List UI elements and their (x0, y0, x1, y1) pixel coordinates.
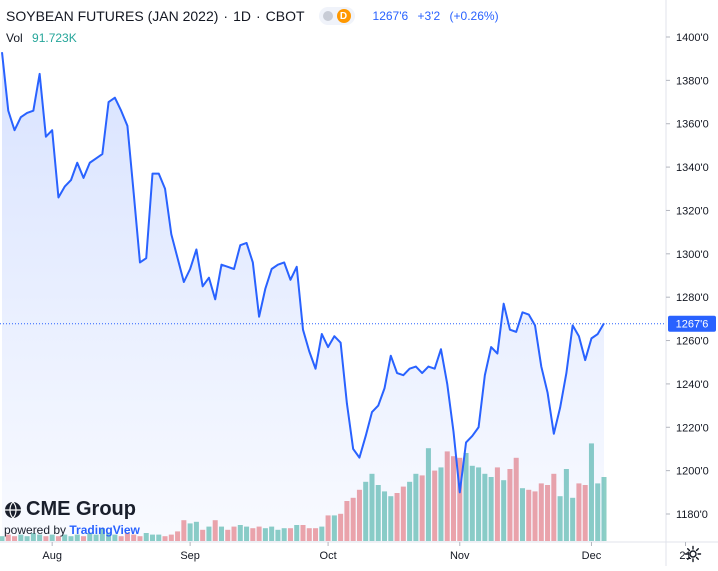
price-tick-label: 1360'0 (676, 119, 709, 131)
powered-by: powered by TradingView (4, 523, 140, 537)
price-area (2, 52, 604, 543)
volume-legend: Vol 91.723K (6, 31, 77, 45)
price-tick-label: 1280'0 (676, 292, 709, 304)
powered-by-text: powered by (4, 523, 67, 537)
price-tick-label: 1380'0 (676, 75, 709, 87)
price-line (1, 52, 605, 494)
time-tick-label: Nov (450, 550, 470, 562)
quote-values: 1267'6 +3'2 (+0.26%) (373, 9, 505, 23)
status-dot-icon (322, 11, 333, 21)
cme-logo[interactable]: CME Group powered by TradingView (4, 498, 140, 537)
price-tick-label: 1320'0 (676, 205, 709, 217)
interval-label[interactable]: 1D (233, 8, 251, 24)
price-tick-label: 1340'0 (676, 162, 709, 174)
time-tick-label: Sep (180, 550, 200, 562)
price-tick-label: 1240'0 (676, 379, 709, 391)
time-tick-label: Oct (320, 550, 337, 562)
symbol-title[interactable]: SOYBEAN FUTURES (JAN 2022) (6, 8, 219, 24)
price-axis[interactable]: 1400'0 1380'0 1360'0 1340'0 1320'0 1300'0 1280… (666, 32, 709, 521)
price-tick-label: 1260'0 (676, 336, 709, 348)
last-price: 1267'6 (372, 9, 409, 23)
last-price-badge: 1267'6 (668, 315, 716, 332)
price-tick-label: 1300'0 (676, 249, 709, 261)
price-tick-label: 1180'0 (676, 509, 708, 521)
price-change-percent: (+0.26%) (449, 9, 499, 23)
volume-label[interactable]: Vol (6, 31, 23, 45)
cme-brand: CME Group (4, 498, 140, 521)
gear-icon[interactable] (684, 545, 702, 563)
price-tick-label: 1400'0 (676, 32, 709, 44)
price-tick-label: 1220'0 (676, 422, 709, 434)
market-status[interactable]: D (318, 7, 355, 25)
brand-text: CME Group (26, 498, 136, 520)
globe-icon (5, 501, 21, 518)
delayed-badge[interactable]: D (336, 9, 351, 23)
price-tick-label: 1200'0 (676, 466, 709, 478)
volume-value: 91.723K (32, 31, 77, 45)
time-tick-label: Dec (582, 550, 602, 562)
price-change: +3'2 (417, 9, 441, 23)
provider-text[interactable]: TradingView (69, 523, 140, 537)
last-price-label: 1267'6 (676, 319, 709, 331)
separator: · (223, 8, 229, 24)
legend-header: SOYBEAN FUTURES (JAN 2022) · 1D · CBOT D… (6, 6, 505, 26)
time-axis[interactable]: Aug Sep Oct Nov Dec 21 (42, 542, 692, 562)
time-tick-label: Aug (42, 550, 62, 562)
separator: · (255, 8, 261, 24)
exchange-label: CBOT (265, 8, 305, 24)
